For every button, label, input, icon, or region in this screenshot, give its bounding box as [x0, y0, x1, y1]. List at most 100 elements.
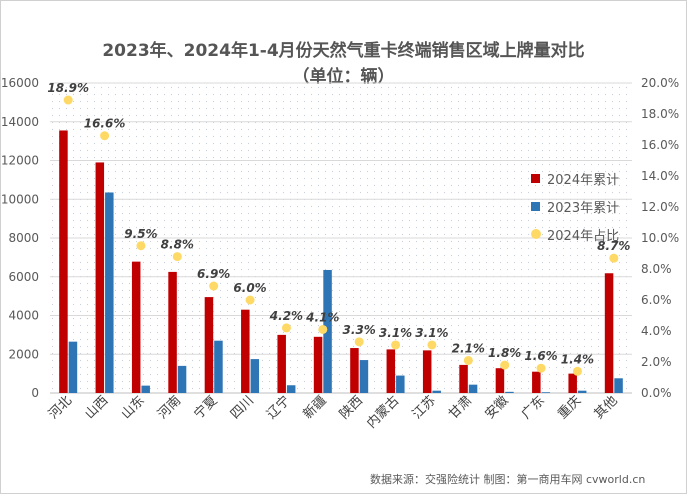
right-axis: 0.0% 2.0% 4.0% 6.0% 8.0% 10.0% 12.0% 14.0% 16.0%…: [641, 76, 679, 400]
share-label: 18.9%: [47, 81, 89, 95]
bar-2024: [532, 371, 541, 393]
y2-tick-label: 4.0%: [641, 324, 672, 338]
bar-2024: [277, 334, 286, 393]
x-tick-label: 宁夏: [191, 393, 221, 423]
gridlines: [50, 82, 632, 394]
y-tick-label: 2000: [8, 347, 39, 361]
bar-2023: [396, 375, 405, 393]
share-point: [500, 360, 510, 370]
share-label: 8.8%: [161, 238, 194, 252]
share-point: [463, 355, 473, 365]
bar-2024: [568, 373, 577, 393]
share-point: [209, 281, 219, 291]
share-label: 1.8%: [488, 346, 521, 360]
bar-2023: [468, 384, 478, 393]
y2-tick-label: 2.0%: [641, 355, 672, 369]
share-point: [136, 241, 146, 251]
left-axis: 0 2000 4000 6000 8000 10000 12000 14000 16000: [1, 76, 39, 400]
bar-2023: [286, 385, 296, 393]
legend-marker-share: [531, 229, 541, 239]
x-tick-label: 广东: [519, 393, 548, 422]
bar-2023: [614, 378, 623, 393]
share-label: 16.6%: [84, 117, 126, 131]
share-point: [609, 253, 619, 263]
y-tick-label: 10000: [1, 192, 39, 206]
share-point: [536, 363, 546, 373]
x-tick-label: 山东: [119, 393, 148, 422]
y-tick-label: 8000: [8, 231, 39, 245]
bar-2024: [422, 350, 432, 393]
bar-2024: [131, 261, 141, 393]
share-point: [245, 295, 255, 305]
source-note: 数据来源：交强险统计 制图：第一商用车网 cvworld.cn: [370, 473, 646, 486]
y2-tick-label: 8.0%: [641, 262, 672, 276]
bar-2024: [495, 368, 505, 393]
share-label: 6.9%: [197, 267, 230, 281]
x-tick-label: 新疆: [300, 393, 330, 423]
bar-2024: [204, 297, 214, 393]
bar-2024: [168, 271, 177, 393]
y2-tick-label: 20.0%: [641, 76, 679, 90]
legend-label-2023: 2023年累计: [547, 200, 620, 216]
y2-tick-label: 14.0%: [641, 169, 679, 183]
x-tick-label: 其他: [592, 393, 621, 422]
x-tick-label: 甘肃: [446, 393, 475, 422]
bar-2024: [604, 273, 614, 393]
bar-2023: [105, 192, 114, 393]
y2-tick-label: 16.0%: [641, 138, 679, 152]
y2-tick-label: 10.0%: [641, 231, 679, 245]
bar-2023: [68, 341, 78, 393]
chart-subtitle: （单位：辆）: [292, 67, 395, 87]
bar-2023: [577, 390, 587, 393]
bar-2023: [141, 385, 150, 393]
bar-2024: [386, 349, 396, 393]
share-label: 2.1%: [452, 341, 485, 355]
bar-2023: [541, 392, 551, 393]
bar-2024: [241, 309, 250, 393]
legend: 2024年累计 2023年累计 2024年占比: [531, 164, 619, 248]
share-label: 4.1%: [305, 310, 339, 324]
share-point: [427, 340, 437, 350]
x-tick-label: 辽宁: [264, 393, 294, 423]
share-point: [354, 337, 364, 347]
legend-item-2024: 2024年累计: [531, 164, 619, 192]
share-label: 4.2%: [269, 309, 303, 323]
chart-title: 2023年、2024年1-4月份天然气重卡终端销售区域上牌量对比: [102, 41, 585, 61]
y-tick-label: 4000: [8, 309, 39, 323]
x-tick-label: 四川: [228, 393, 257, 422]
bar-2024: [59, 130, 68, 393]
share-label: 3.1%: [415, 326, 448, 340]
x-tick-label: 河北: [46, 393, 75, 422]
y-tick-label: 14000: [1, 115, 39, 129]
x-tick-label: 陕西: [337, 393, 366, 422]
legend-swatch-2023: [531, 201, 540, 211]
bar-2023: [359, 360, 369, 393]
share-label: 6.0%: [233, 281, 266, 295]
legend-item-2023: 2023年累计: [531, 192, 619, 220]
y-tick-label: 12000: [1, 154, 39, 168]
bar-2023: [250, 359, 260, 393]
legend-label-2024: 2024年累计: [547, 172, 620, 188]
bar-2023: [432, 390, 441, 393]
y2-tick-label: 6.0%: [641, 293, 672, 307]
x-tick-label: 江苏: [409, 393, 439, 423]
bar-2024: [313, 336, 323, 393]
share-points: 18.9%16.6%9.5%8.8%6.9%6.0%4.2% 4.1%3.3% 3.…: [47, 81, 630, 376]
share-point: [318, 324, 328, 334]
share-point: [100, 131, 110, 141]
share-label: 1.4%: [561, 352, 594, 366]
share-point: [63, 95, 73, 105]
x-tick-label: 内蒙古: [363, 393, 402, 432]
share-label: 3.3%: [343, 323, 376, 337]
legend-label-share: 2024年占比: [547, 228, 620, 244]
share-label: 1.6%: [524, 349, 557, 363]
bar-2023: [323, 269, 332, 393]
legend-swatch-2024: [531, 173, 540, 183]
share-label: 3.1%: [379, 326, 412, 340]
x-tick-label: 重庆: [555, 393, 585, 423]
share-point: [172, 252, 182, 262]
bars: [59, 130, 623, 393]
y2-tick-label: 12.0%: [641, 200, 679, 214]
legend-item-share: 2024年占比: [531, 220, 619, 248]
y2-tick-label: 0.0%: [641, 386, 672, 400]
